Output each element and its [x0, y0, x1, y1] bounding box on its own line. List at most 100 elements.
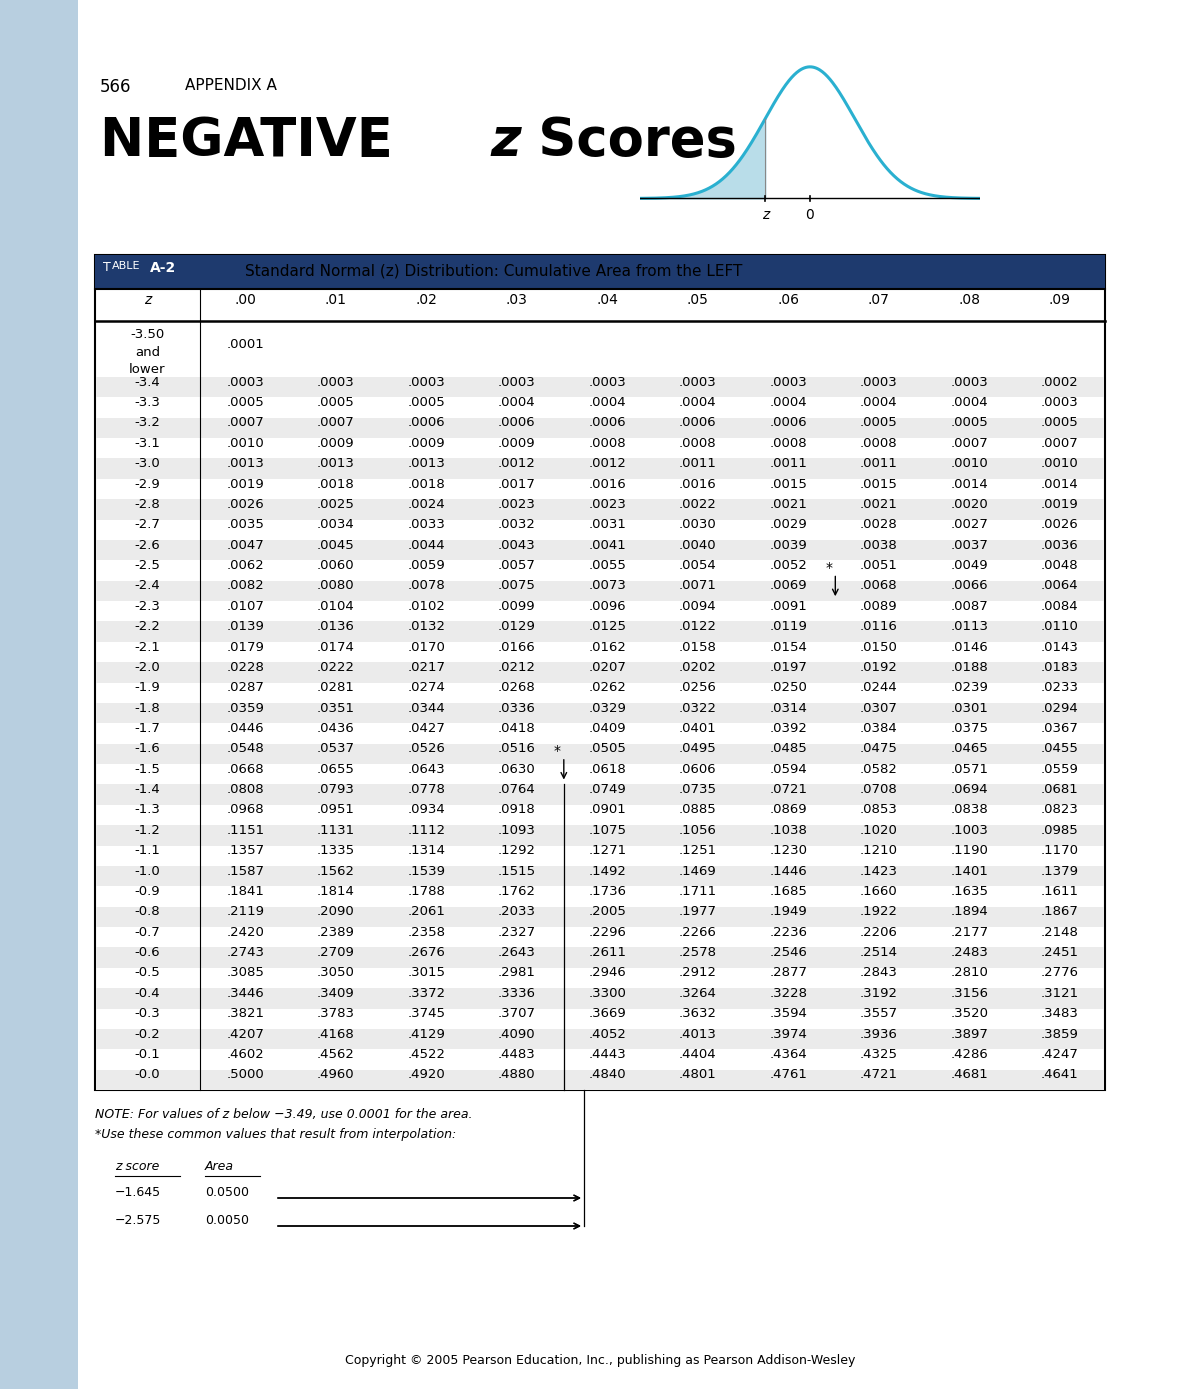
Text: .4880: .4880	[498, 1068, 535, 1081]
Text: .06: .06	[778, 293, 799, 307]
Text: .0446: .0446	[227, 722, 264, 735]
Text: .0985: .0985	[1040, 824, 1079, 836]
Text: .0087: .0087	[950, 600, 988, 613]
Text: .2743: .2743	[227, 946, 264, 958]
Text: .0329: .0329	[588, 701, 626, 714]
Text: .0027: .0027	[950, 518, 988, 531]
Text: .0048: .0048	[1040, 558, 1079, 572]
Text: .0594: .0594	[769, 763, 808, 775]
Text: .0003: .0003	[227, 375, 264, 389]
Text: -0.0: -0.0	[134, 1068, 161, 1081]
Text: .0031: .0031	[588, 518, 626, 531]
Text: .0505: .0505	[588, 742, 626, 756]
Text: .3336: .3336	[498, 986, 535, 1000]
Text: .00: .00	[234, 293, 256, 307]
Text: .0281: .0281	[317, 681, 355, 694]
Text: .0094: .0094	[679, 600, 716, 613]
Text: .2843: .2843	[860, 967, 898, 979]
Text: APPENDIX A: APPENDIX A	[185, 78, 277, 93]
Text: .07: .07	[868, 293, 889, 307]
Text: -0.5: -0.5	[134, 967, 161, 979]
Text: .0143: .0143	[1040, 640, 1079, 653]
Text: .0823: .0823	[1040, 803, 1079, 817]
Text: .0075: .0075	[498, 579, 535, 592]
Text: .0934: .0934	[407, 803, 445, 817]
Text: .0038: .0038	[860, 539, 898, 551]
Text: .0287: .0287	[227, 681, 264, 694]
Text: .4960: .4960	[317, 1068, 354, 1081]
Text: .0192: .0192	[860, 661, 898, 674]
Text: .2946: .2946	[588, 967, 626, 979]
Text: T: T	[103, 261, 110, 274]
Text: .2912: .2912	[679, 967, 716, 979]
Text: .0139: .0139	[227, 619, 264, 633]
Text: −1.645: −1.645	[115, 1186, 161, 1199]
Text: .3300: .3300	[588, 986, 626, 1000]
Text: .0778: .0778	[407, 783, 445, 796]
Text: .0113: .0113	[950, 619, 989, 633]
Text: .1736: .1736	[588, 885, 626, 897]
Text: .2389: .2389	[317, 925, 355, 939]
Text: .0559: .0559	[1040, 763, 1079, 775]
Text: .0004: .0004	[769, 396, 808, 408]
Text: .1867: .1867	[1040, 906, 1079, 918]
Text: -1.1: -1.1	[134, 845, 161, 857]
Text: .0125: .0125	[588, 619, 626, 633]
Text: .0068: .0068	[860, 579, 898, 592]
Text: .0084: .0084	[1040, 600, 1079, 613]
Text: 566: 566	[100, 78, 132, 96]
Text: .3897: .3897	[950, 1028, 988, 1040]
Text: .0162: .0162	[588, 640, 626, 653]
Text: .0485: .0485	[769, 742, 808, 756]
Text: .0004: .0004	[860, 396, 898, 408]
Text: .1685: .1685	[769, 885, 808, 897]
Text: .0465: .0465	[950, 742, 988, 756]
Text: .0020: .0020	[950, 497, 988, 511]
Text: .0853: .0853	[860, 803, 898, 817]
Text: .2709: .2709	[317, 946, 355, 958]
Text: .0016: .0016	[679, 478, 716, 490]
Text: .1660: .1660	[860, 885, 898, 897]
Text: Copyright © 2005 Pearson Education, Inc., publishing as Pearson Addison-Wesley: Copyright © 2005 Pearson Education, Inc.…	[344, 1354, 856, 1367]
Text: .0023: .0023	[588, 497, 626, 511]
Text: .2119: .2119	[227, 906, 264, 918]
Text: .0021: .0021	[860, 497, 898, 511]
Text: .0721: .0721	[769, 783, 808, 796]
Text: .1894: .1894	[950, 906, 988, 918]
Text: .0968: .0968	[227, 803, 264, 817]
Text: .0119: .0119	[769, 619, 808, 633]
Text: .0107: .0107	[227, 600, 264, 613]
Text: .2676: .2676	[407, 946, 445, 958]
Text: .3192: .3192	[859, 986, 898, 1000]
Text: .0073: .0073	[588, 579, 626, 592]
Text: .0030: .0030	[679, 518, 716, 531]
Text: .0838: .0838	[950, 803, 988, 817]
Text: .1093: .1093	[498, 824, 535, 836]
Text: .3015: .3015	[407, 967, 445, 979]
Text: .0262: .0262	[588, 681, 626, 694]
Text: .3121: .3121	[1040, 986, 1079, 1000]
Text: .0548: .0548	[227, 742, 264, 756]
Text: .0082: .0082	[227, 579, 264, 592]
Text: -3.4: -3.4	[134, 375, 161, 389]
Text: .1314: .1314	[407, 845, 445, 857]
Text: .03: .03	[506, 293, 528, 307]
Text: .0001: .0001	[227, 338, 264, 350]
Text: .0166: .0166	[498, 640, 535, 653]
Text: .0013: .0013	[317, 457, 355, 469]
Text: .0250: .0250	[769, 681, 808, 694]
Text: .4090: .4090	[498, 1028, 535, 1040]
Text: .0004: .0004	[498, 396, 535, 408]
Text: .0005: .0005	[227, 396, 264, 408]
Text: .0019: .0019	[227, 478, 264, 490]
Text: .0655: .0655	[317, 763, 355, 775]
Text: .3594: .3594	[769, 1007, 808, 1020]
Text: .0158: .0158	[679, 640, 716, 653]
Text: .0268: .0268	[498, 681, 535, 694]
Text: .4286: .4286	[950, 1047, 988, 1061]
Text: .0071: .0071	[679, 579, 716, 592]
Text: -0.7: -0.7	[134, 925, 161, 939]
Text: lower: lower	[130, 363, 166, 376]
Text: .0322: .0322	[679, 701, 716, 714]
Text: .0062: .0062	[227, 558, 264, 572]
